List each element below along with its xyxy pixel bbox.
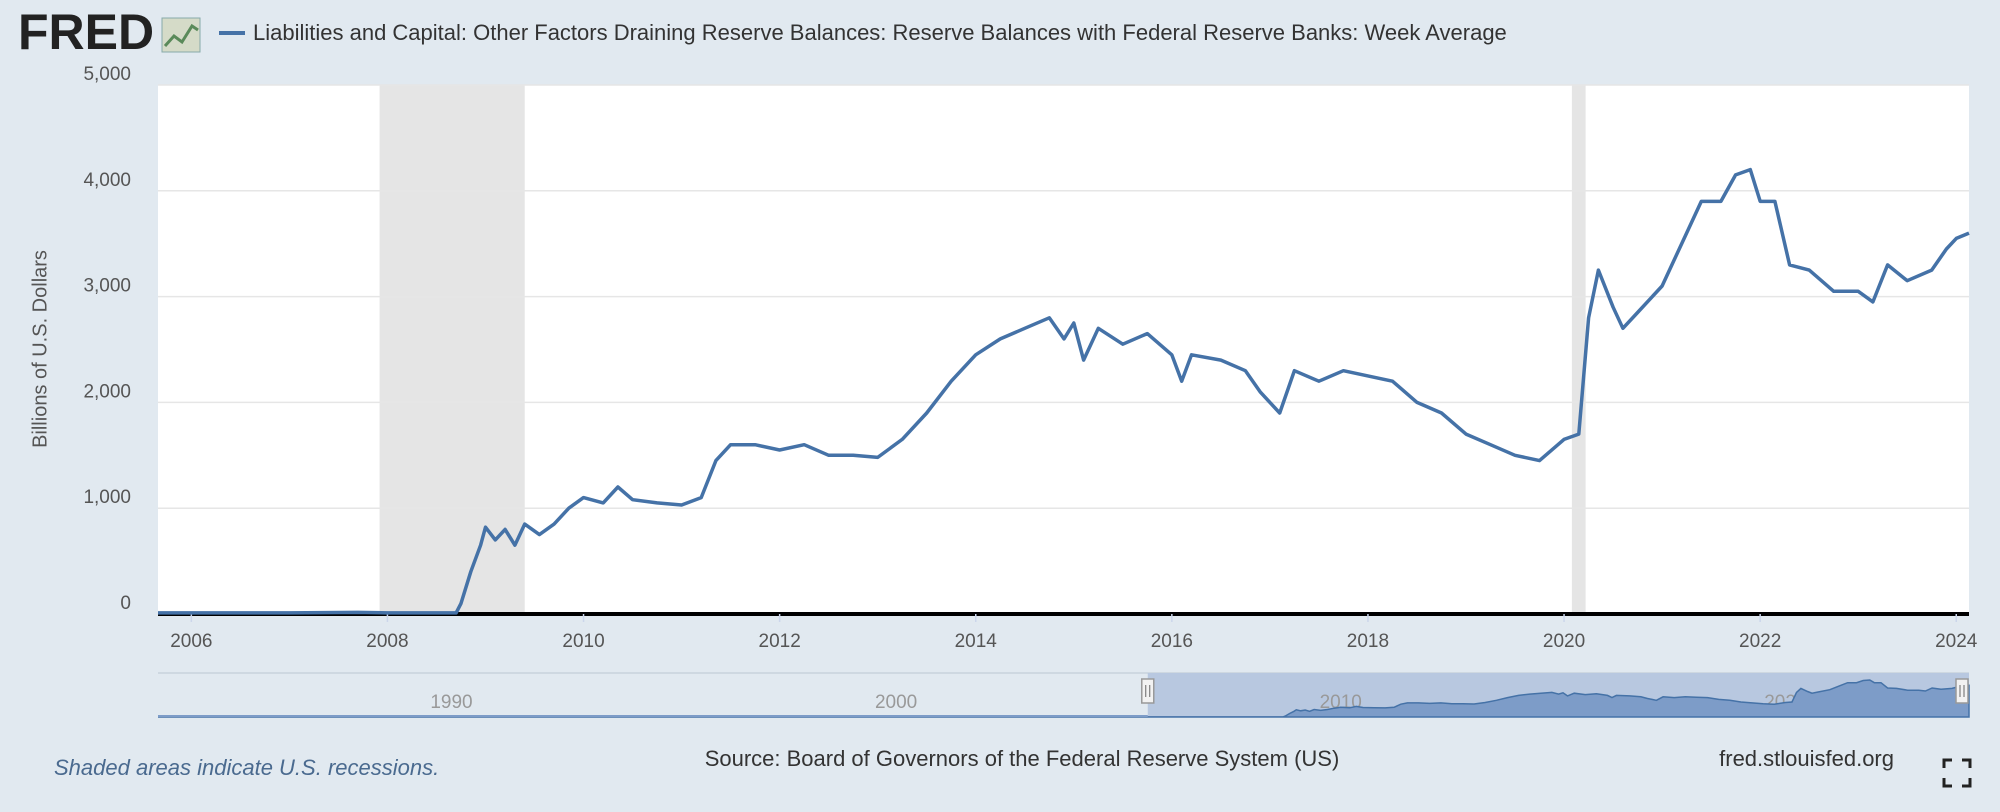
y-axis-label: Billions of U.S. Dollars: [29, 250, 51, 448]
x-tick-label: 2022: [1739, 631, 1781, 652]
x-tick-label: 2006: [170, 631, 212, 652]
source: Source: Board of Governors of the Federa…: [705, 746, 1340, 771]
y-tick-label: 3,000: [83, 276, 131, 297]
y-tick-label: 2,000: [83, 381, 131, 402]
logo: FRED: [18, 4, 154, 60]
x-tick-label: 2020: [1543, 631, 1585, 652]
navigator-area: [158, 679, 1970, 718]
y-tick-label: 1,000: [83, 487, 131, 508]
data-line: [158, 167, 1970, 615]
x-tick-label: 2018: [1347, 631, 1389, 652]
navigator-handle[interactable]: [1955, 678, 1969, 704]
y-tick-label: 0: [120, 593, 131, 614]
recession-band: [379, 85, 525, 614]
navigator-label: 2000: [875, 692, 917, 713]
x-tick-label: 2012: [759, 631, 801, 652]
logo-icon-line: [163, 23, 199, 48]
recession-band: [1571, 85, 1586, 614]
x-tick-label: 2010: [562, 631, 604, 652]
x-tick-label: 2024: [1935, 631, 1978, 652]
navigator-handle[interactable]: [1141, 678, 1155, 704]
x-tick-label: 2008: [366, 631, 408, 652]
fullscreen-button[interactable]: [1942, 758, 1972, 788]
x-tick-label: 2014: [955, 631, 998, 652]
site-link[interactable]: fred.stlouisfed.org: [1719, 746, 1894, 771]
x-tick-label: 2016: [1151, 631, 1193, 652]
logo-icon: [161, 17, 201, 53]
chart-title: Liabilities and Capital: Other Factors D…: [253, 20, 1507, 45]
y-tick-label: 5,000: [83, 64, 131, 85]
navigator-label: 1990: [430, 692, 472, 713]
y-tick-label: 4,000: [83, 170, 131, 191]
recession-note: Shaded areas indicate U.S. recessions.: [54, 755, 439, 780]
